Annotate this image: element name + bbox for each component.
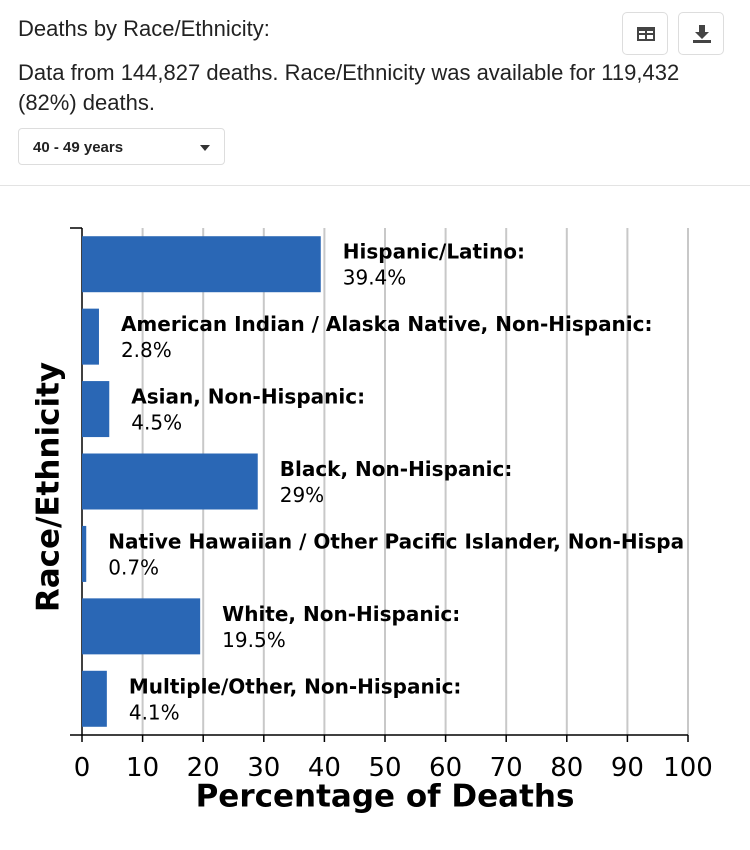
bar	[82, 598, 201, 655]
value-label: 39.4%	[343, 266, 407, 290]
category-label: White, Non-Hispanic:	[222, 602, 460, 626]
value-label: 2.8%	[121, 338, 172, 362]
x-tick-label: 20	[187, 753, 220, 783]
bar	[82, 308, 99, 365]
category-label: Black, Non-Hispanic:	[280, 457, 513, 481]
chart: Race/Ethnicity Percentage of Deaths 0 10 2…	[31, 227, 713, 815]
bar	[82, 381, 110, 438]
category-label: Hispanic/Latino:	[343, 240, 525, 264]
bar	[82, 453, 258, 510]
dropdown-value: 40 - 49 years	[33, 139, 124, 156]
bar	[82, 670, 107, 727]
x-tick-label: 40	[308, 753, 341, 783]
x-tick-label: 10	[126, 753, 159, 783]
table-icon	[637, 27, 655, 41]
value-label: 29%	[280, 483, 324, 507]
table-button[interactable]	[622, 12, 668, 55]
x-tick-label: 60	[429, 753, 462, 783]
dropdown[interactable]: 40 - 49 years	[18, 128, 225, 165]
x-tick-label: 30	[247, 753, 280, 783]
x-tick-label: 90	[611, 753, 644, 783]
x-tick-label: 80	[550, 753, 583, 783]
x-tick-label: 100	[663, 753, 713, 783]
category-label: Native Hawaiian / Other Pacific Islander…	[108, 529, 684, 553]
caret	[200, 145, 210, 151]
x-axis-title: Percentage of Deaths	[196, 779, 575, 815]
download-icon	[693, 25, 711, 43]
header: Deaths by Race/Ethnicity: Data from 144,…	[0, 0, 750, 186]
x-tick-label: 0	[74, 753, 91, 783]
download-button[interactable]	[678, 12, 724, 55]
subtitle: Data from 144,827 deaths. Race/Ethnicity…	[18, 60, 680, 115]
y-axis-title: Race/Ethnicity	[31, 362, 67, 612]
x-tick-label: 50	[368, 753, 401, 783]
title: Deaths by Race/Ethnicity:	[18, 16, 270, 41]
value-label: 19.5%	[222, 628, 286, 652]
bar	[82, 525, 87, 582]
bar	[82, 236, 321, 293]
value-label: 4.5%	[131, 411, 182, 435]
category-label: American Indian / Alaska Native, Non-His…	[121, 312, 653, 336]
value-label: 0.7%	[108, 555, 159, 579]
x-tick-label: 70	[490, 753, 523, 783]
value-label: 4.1%	[129, 700, 180, 724]
category-label: Multiple/Other, Non-Hispanic:	[129, 674, 462, 698]
category-label: Asian, Non-Hispanic:	[131, 385, 365, 409]
